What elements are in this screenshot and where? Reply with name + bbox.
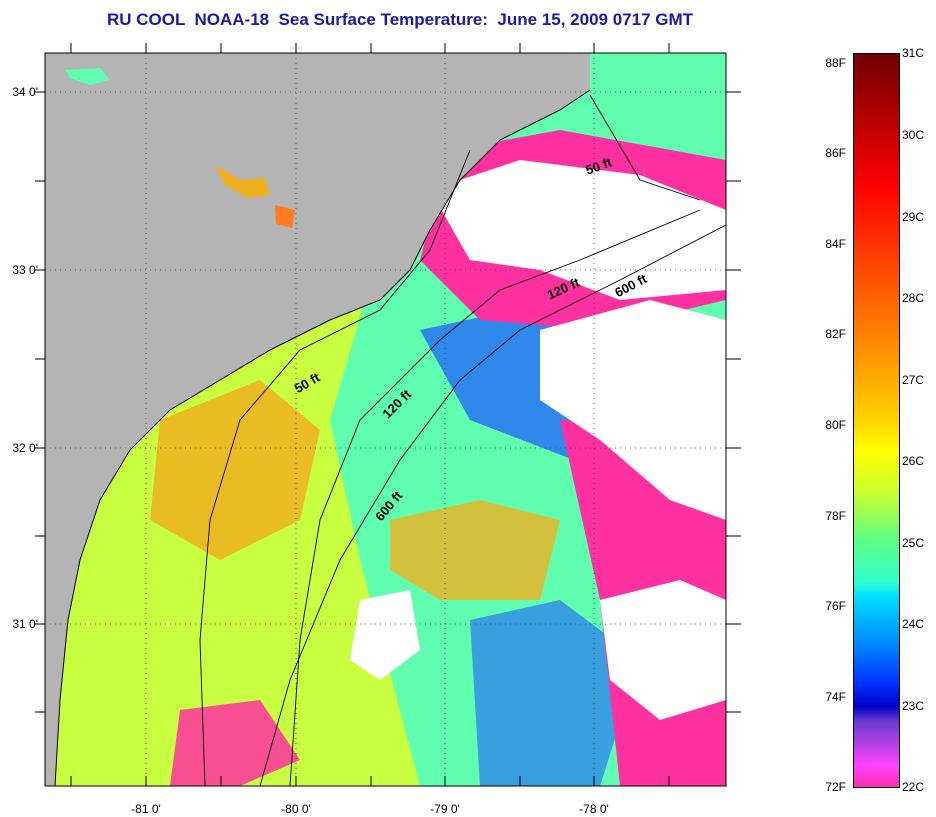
- temperature-colorbar: [853, 53, 900, 788]
- colorbar-c-label: 25C: [902, 536, 925, 550]
- lat-tick-label: 33 0': [12, 263, 38, 277]
- cloud-cover-east: [540, 300, 726, 520]
- colorbar-f-label: 72F: [825, 780, 846, 794]
- colorbar-f-label: 78F: [825, 509, 846, 523]
- lon-tick-label: -79 0': [430, 802, 460, 816]
- colorbar-c-label: 29C: [902, 210, 925, 224]
- lat-tick-label: 32 0': [12, 441, 38, 455]
- colorbar-c-label: 24C: [902, 617, 925, 631]
- map-frame: [44, 52, 727, 787]
- contour-600ft: [259, 224, 726, 786]
- cold-water-patch: [470, 600, 640, 786]
- contour-50ft: [199, 94, 701, 786]
- land-area: [45, 53, 590, 786]
- colorbar-f-label: 84F: [825, 237, 846, 251]
- colorbar-c-label: 27C: [902, 373, 925, 387]
- lat-tick-label: 31 0': [12, 617, 38, 631]
- lon-tick-label: -81 0': [131, 802, 161, 816]
- coastline: [54, 89, 591, 786]
- contour-120ft: [289, 209, 701, 786]
- cloud-cover-central: [350, 590, 420, 680]
- inland-lake: [65, 68, 110, 85]
- colorbar-f-label: 86F: [825, 146, 846, 160]
- colorbar-f-label: 76F: [825, 599, 846, 613]
- cloud-cover-north: [430, 160, 726, 300]
- cloud-cover-south: [600, 580, 726, 720]
- lat-tick-label: 34 0': [12, 85, 38, 99]
- colorbar-f-label: 88F: [825, 56, 846, 70]
- map-title: RU COOL NOAA-18 Sea Surface Temperature:…: [106, 10, 694, 29]
- colorbar-c-label: 22C: [902, 780, 925, 794]
- warm-nearshore-water: [150, 380, 320, 560]
- colorbar-c-label: 28C: [902, 291, 925, 305]
- inland-lake: [215, 165, 270, 198]
- colorbar-c-label: 23C: [902, 699, 925, 713]
- lon-tick-label: -80 0': [281, 802, 311, 816]
- inland-lake: [275, 205, 295, 228]
- colorbar-f-label: 80F: [825, 418, 846, 432]
- colorbar-f-label: 74F: [825, 690, 846, 704]
- colorbar-c-label: 26C: [902, 454, 925, 468]
- colorbar-f-label: 82F: [825, 327, 846, 341]
- warm-offshore-eddy: [390, 500, 560, 600]
- colorbar-c-label: 31C: [902, 46, 925, 60]
- colorbar-c-label: 30C: [902, 128, 925, 142]
- lon-tick-label: -78 0': [579, 802, 609, 816]
